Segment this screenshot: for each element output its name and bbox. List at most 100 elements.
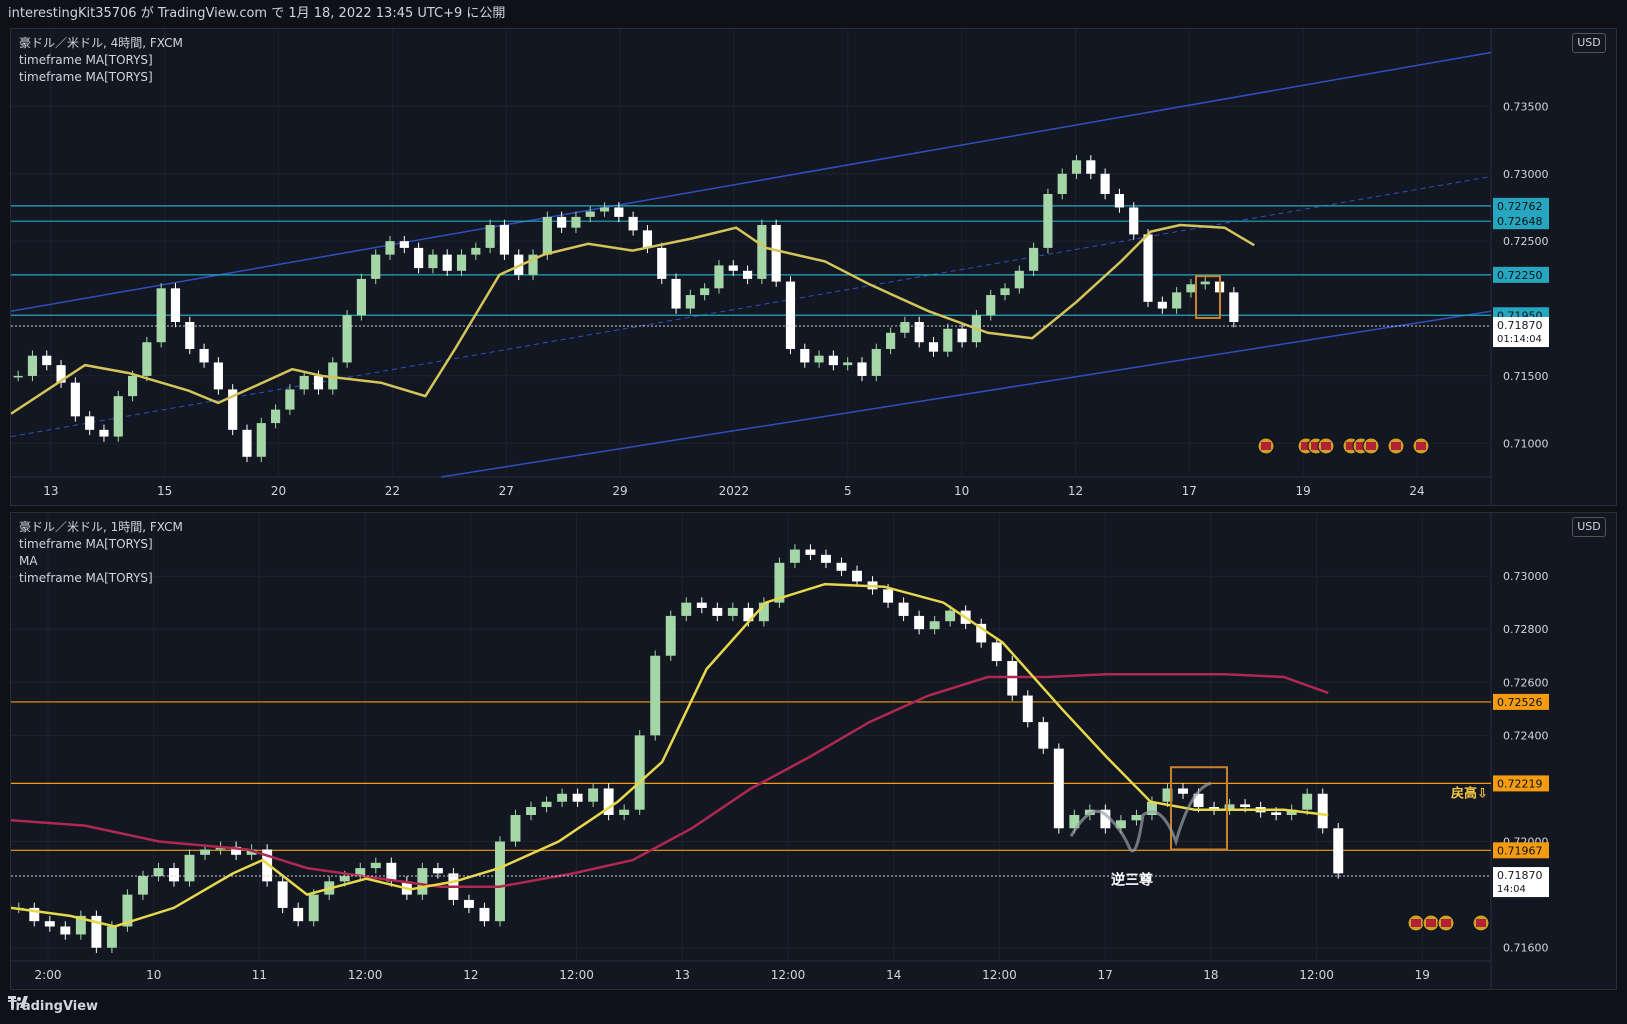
legend-indicator-4h-1: timeframe MA[TORYS] <box>19 70 153 84</box>
candle-body-27 <box>432 868 443 874</box>
candle-body-20 <box>299 375 309 390</box>
candle-body-45 <box>712 607 723 616</box>
candle-body-83 <box>1200 281 1210 285</box>
candle-body-59 <box>857 362 867 376</box>
legend-title-4h: 豪ドル／米ドル, 4時間, FXCM <box>19 36 183 50</box>
candle-body-35 <box>557 793 568 802</box>
candle-body-3 <box>56 365 66 383</box>
candle-body-81 <box>1271 812 1282 815</box>
candle-body-18 <box>293 907 304 922</box>
candle-body-9 <box>153 868 164 877</box>
candle-body-32 <box>510 815 521 842</box>
candle-body-77 <box>1209 807 1220 810</box>
candle-body-2 <box>42 355 52 366</box>
candle-body-57 <box>898 602 909 616</box>
legend-4h: 豪ドル／米ドル, 4時間, FXCM timeframe MA[TORYS] t… <box>19 35 183 86</box>
x-tick-label-6: 13 <box>675 968 690 982</box>
candle-body-21 <box>313 375 324 390</box>
candle-body-40 <box>634 735 645 810</box>
candle-body-32 <box>471 247 481 255</box>
candle-body-60 <box>871 348 881 376</box>
candle-body-78 <box>1129 207 1139 235</box>
chart-panel-4h[interactable]: 0.73500 0.73000 0.72500 0.71500 0.71000 13 15 2… <box>10 28 1617 506</box>
x-tick-label-5: 12:00 <box>559 968 594 982</box>
candle-body-14 <box>213 362 223 390</box>
candle-body-8 <box>137 876 148 895</box>
candle-body-52 <box>821 554 831 563</box>
event-flag-fill-7 <box>1391 442 1401 450</box>
candle-body-50 <box>728 265 738 271</box>
y-tick-label-2: 0.72600 <box>1503 676 1549 689</box>
candle-body-15 <box>246 849 257 855</box>
currency-button-1h[interactable]: USD <box>1572 517 1606 537</box>
x-tick-label-2: 11 <box>252 968 267 982</box>
x-tick-label-5: 29 <box>612 484 627 498</box>
candle-body-61 <box>886 332 896 349</box>
candle-body-19 <box>285 389 295 410</box>
x-tick-label-1: 10 <box>146 968 161 982</box>
x-tick-label-0: 2:00 <box>35 968 62 982</box>
candle-body-7 <box>113 396 123 437</box>
candle-body-78 <box>1224 804 1235 810</box>
channel-lower-line <box>440 310 1492 478</box>
candle-body-53 <box>771 224 781 282</box>
level-tag-label-0: 0.72762 <box>1497 200 1543 213</box>
event-flag-fill-8 <box>1416 442 1426 450</box>
x-tick-label-7: 12:00 <box>771 968 806 982</box>
candle-body-16 <box>262 849 273 882</box>
candle-body-29 <box>428 254 438 269</box>
candle-body-44 <box>642 230 653 248</box>
candle-body-69 <box>1000 288 1010 296</box>
currency-button-4h[interactable]: USD <box>1572 33 1606 53</box>
event-flag-fill-2 <box>1441 919 1451 927</box>
legend-indicator-4h-0: timeframe MA[TORYS] <box>19 53 153 67</box>
chart-1h-svg: 0.730000.728000.726000.724000.720000.716… <box>11 513 1616 989</box>
candle-body-45 <box>657 247 667 279</box>
candle-body-63 <box>991 642 1002 662</box>
countdown-label: 01:14:04 <box>1497 334 1542 345</box>
ma-line-red <box>11 673 1329 888</box>
candle-body-50 <box>789 549 800 563</box>
candle-body-59 <box>929 621 940 630</box>
candle-body-44 <box>696 602 707 608</box>
event-flag-fill-4 <box>1346 442 1356 450</box>
candle-body-54 <box>785 281 796 349</box>
level-tag-label-0: 0.72526 <box>1497 696 1543 709</box>
candle-body-15 <box>228 389 238 430</box>
event-flag-fill-2 <box>1311 442 1321 450</box>
candle-body-77 <box>1114 193 1125 208</box>
candle-body-16 <box>242 429 252 457</box>
x-tick-label-8: 10 <box>954 484 969 498</box>
candle-body-52 <box>757 224 767 279</box>
candle-body-1 <box>27 355 38 376</box>
legend-indicator-1h-0: timeframe MA[TORYS] <box>19 537 153 551</box>
candle-body-63 <box>914 322 924 343</box>
x-tick-label-13: 19 <box>1415 968 1430 982</box>
candle-body-26 <box>385 241 395 255</box>
level-tag-label-1: 0.72219 <box>1497 777 1543 790</box>
candle-body-0 <box>13 375 23 378</box>
event-flag-fill-1 <box>1301 442 1311 450</box>
chart-panel-1h[interactable]: 0.73000 0.72800 0.72600 0.72400 0.72000 0.716… <box>10 512 1617 990</box>
chart-4h-svg: 0.73500 0.73000 0.72500 0.71500 0.71000 13 15 2… <box>11 29 1616 505</box>
candle-body-10 <box>156 288 166 343</box>
tradingview-brand[interactable]: TradingView <box>8 996 98 1018</box>
candle-body-29 <box>463 899 474 908</box>
x-tick-label-11: 18 <box>1203 968 1218 982</box>
x-tick-label-4: 27 <box>499 484 514 498</box>
channel-mid-line <box>11 175 1492 438</box>
candle-body-62 <box>976 623 987 643</box>
candle-body-4 <box>75 915 86 935</box>
candle-body-67 <box>1053 748 1064 829</box>
candle-body-9 <box>142 342 152 376</box>
candle-body-38 <box>603 788 614 815</box>
event-flag-fill-3 <box>1476 919 1486 927</box>
candle-body-79 <box>1240 804 1251 808</box>
level-tag-bg-0 <box>1493 197 1549 214</box>
candle-body-70 <box>1014 270 1024 289</box>
x-tick-label-1: 15 <box>157 484 172 498</box>
candle-body-7 <box>122 894 133 927</box>
candle-body-64 <box>928 342 939 352</box>
x-tick-label-12: 24 <box>1409 484 1424 498</box>
x-tick-label-8: 14 <box>886 968 901 982</box>
